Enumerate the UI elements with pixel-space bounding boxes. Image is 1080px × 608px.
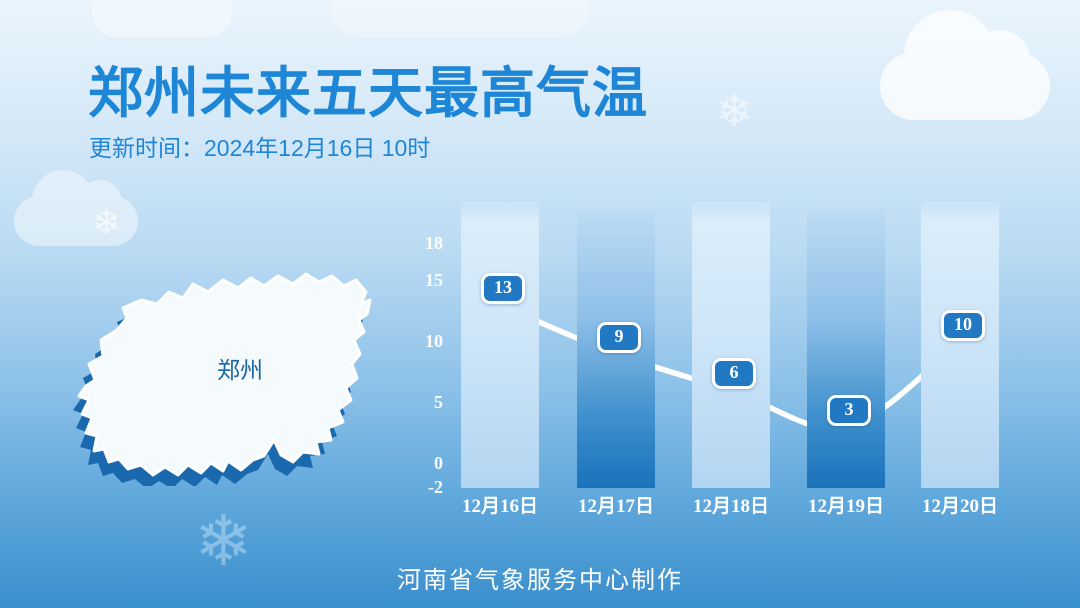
cloud-icon — [92, 0, 232, 38]
y-axis-tick: 10 — [425, 330, 443, 351]
map-city-label: 郑州 — [217, 357, 263, 383]
y-axis-tick: 0 — [434, 452, 443, 473]
y-axis-tick: 15 — [425, 269, 443, 290]
temp-bar — [921, 202, 999, 488]
snowflake-icon: ❄ — [716, 87, 753, 136]
map-face — [77, 272, 372, 477]
zhengzhou-map — [72, 262, 378, 489]
cloud-icon — [14, 170, 138, 246]
cloud-icon — [330, 0, 590, 38]
page-title: 郑州未来五天最高气温 — [88, 62, 649, 124]
temp-value-badge: 10 — [941, 309, 985, 341]
temp-value-badge: 13 — [481, 273, 525, 304]
cloud-icon — [880, 10, 1050, 120]
x-axis-label: 12月19日 — [807, 496, 884, 517]
temp-value-badge: 6 — [712, 358, 756, 390]
y-axis-tick: 5 — [434, 391, 443, 412]
temp-bar — [461, 202, 539, 488]
temp-bar — [692, 202, 770, 488]
x-axis-label: 12月17日 — [577, 496, 654, 517]
y-axis-tick: -2 — [428, 477, 443, 497]
credit-label: 河南省气象服务中心制作 — [397, 567, 683, 594]
x-axis-label: 12月16日 — [461, 496, 538, 517]
temp-value-badge: 3 — [827, 395, 871, 426]
y-axis-tick: 18 — [425, 233, 443, 253]
snowflake-icon: ❄ — [194, 502, 253, 580]
snowflake-icon: ❄ — [92, 204, 121, 242]
zhengzhou-map-svg — [73, 272, 372, 489]
temp-value-badge: 9 — [597, 321, 641, 353]
update-time-label: 更新时间：2024年12月16日 10时 — [89, 135, 431, 161]
x-axis-label: 12月18日 — [692, 496, 769, 517]
x-axis-label: 12月20日 — [921, 496, 998, 517]
temp-bar — [807, 202, 885, 488]
